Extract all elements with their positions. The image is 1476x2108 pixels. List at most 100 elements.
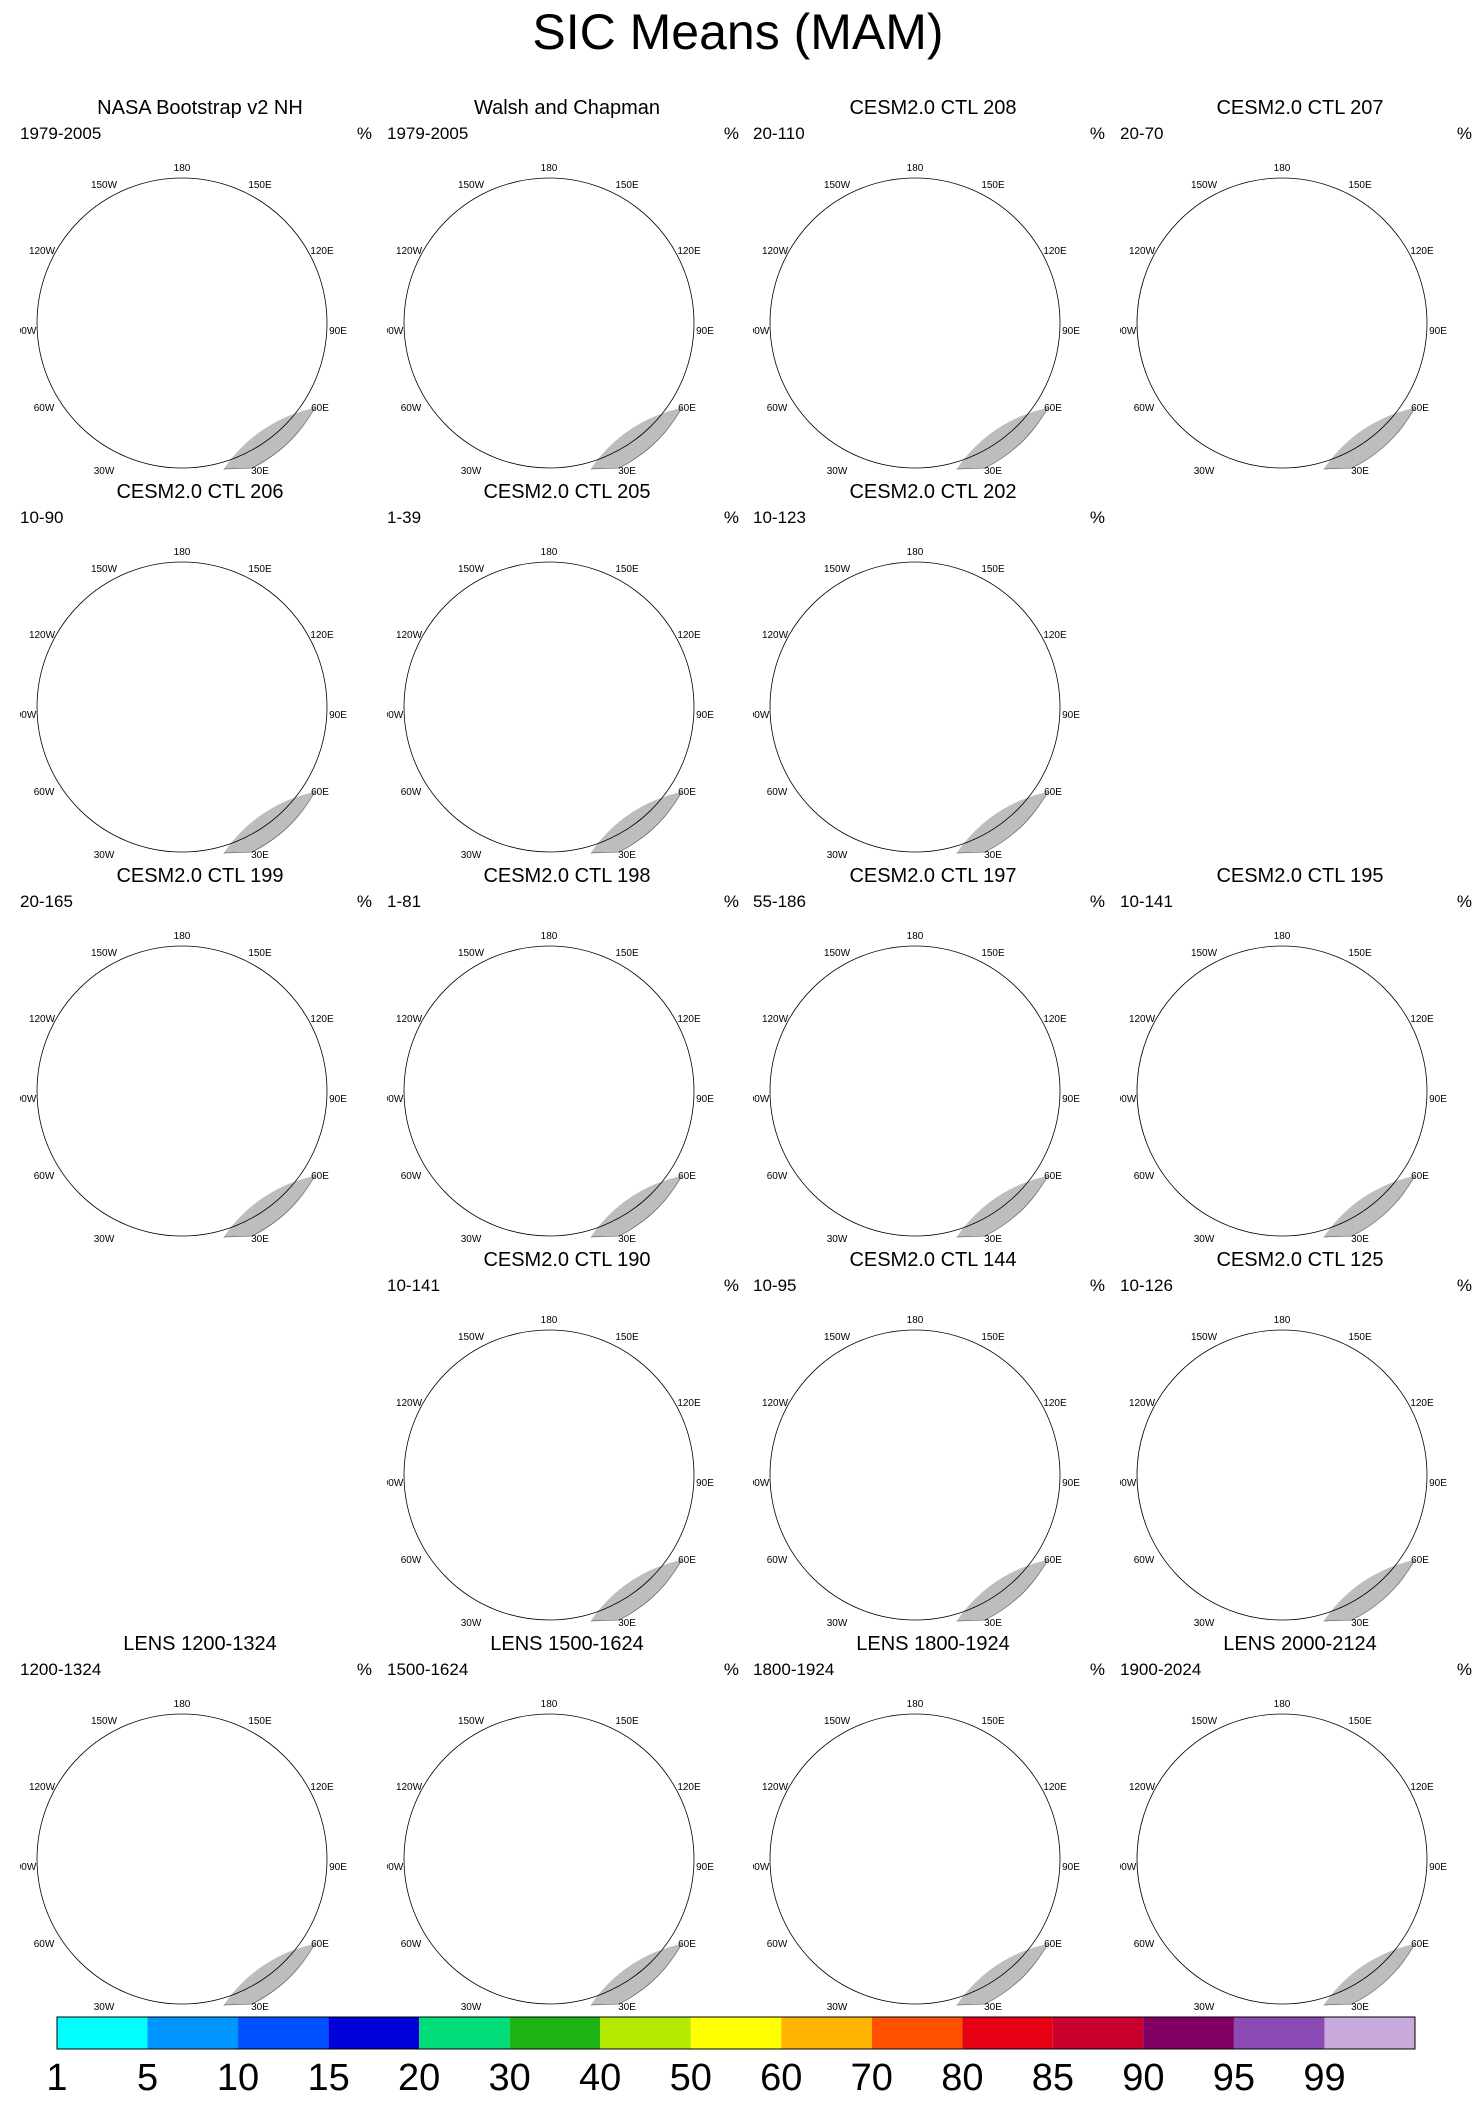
lon-label-120E: 120E bbox=[1410, 1014, 1434, 1025]
okhotsk-ice-band bbox=[609, 229, 644, 247]
lon-label-180: 180 bbox=[174, 931, 191, 942]
lon-label-180: 180 bbox=[907, 547, 924, 558]
panel-unit: % bbox=[1089, 892, 1105, 911]
panel-period: 1979-2005 bbox=[387, 124, 469, 143]
ice-edge-band bbox=[157, 1127, 240, 1145]
pacific-ice-band bbox=[1242, 1373, 1307, 1387]
okhotsk-ice-band bbox=[609, 1769, 644, 1787]
pacific-ice-band bbox=[509, 609, 574, 623]
lon-label-90E: 90E bbox=[1062, 1094, 1080, 1105]
panel-unit: % bbox=[723, 1660, 739, 1679]
lon-label-150E: 150E bbox=[248, 1716, 272, 1727]
lon-label-90W: 90W bbox=[387, 1094, 404, 1105]
pacific-ice-band bbox=[875, 221, 940, 235]
ice-edge-band bbox=[1257, 1895, 1340, 1913]
panel-title: LENS 1500-1624 bbox=[490, 1633, 644, 1655]
lon-label-150E: 150E bbox=[981, 1716, 1005, 1727]
lon-label-30W: 30W bbox=[827, 466, 848, 476]
lon-label-30E: 30E bbox=[984, 2002, 1002, 2012]
lon-label-90W: 90W bbox=[20, 710, 37, 721]
panel-unit: % bbox=[1456, 892, 1472, 911]
colorbar-tick-label: 95 bbox=[1212, 2057, 1256, 2099]
colorbar-frame bbox=[56, 2016, 1416, 2050]
sea-ice-pack bbox=[1196, 983, 1359, 1124]
sea-ice-pack bbox=[829, 599, 992, 740]
land-greenland bbox=[566, 1173, 576, 1210]
polar-map-svg: 180150W150E120W120E90W90E60W60E30W30E0 bbox=[753, 1699, 1080, 2012]
land-greenland bbox=[932, 789, 942, 826]
ice-edge-band bbox=[434, 351, 509, 368]
ice-edge-band bbox=[1257, 1516, 1340, 1534]
land-eurasia bbox=[199, 789, 328, 856]
panel-period: 10-126 bbox=[1120, 1276, 1173, 1295]
map-border bbox=[769, 1713, 1061, 2005]
ice-edge-band bbox=[1167, 1503, 1242, 1520]
colorbar-segment bbox=[328, 2017, 420, 2049]
map-panel: CESM2.0 CTL 202 10-123 % 180 150W 150E 120W… bbox=[753, 480, 1113, 860]
panel-unit: % bbox=[1456, 124, 1472, 143]
lon-label-90W: 90W bbox=[753, 1094, 770, 1105]
okhotsk-ice-band bbox=[1342, 1765, 1377, 1783]
pacific-ice-band bbox=[1242, 1757, 1307, 1771]
ice-edge-band bbox=[1257, 1127, 1340, 1145]
panel-period: 10-95 bbox=[753, 1276, 797, 1295]
map-panel: Walsh and Chapman 1979-2005 % 180 150W 150… bbox=[387, 96, 747, 476]
lon-label-120W: 120W bbox=[762, 246, 789, 257]
ice-edge-band bbox=[524, 1900, 607, 1918]
lon-label-150W: 150W bbox=[458, 564, 485, 575]
lon-label-150E: 150E bbox=[248, 948, 272, 959]
okhotsk-ice-band bbox=[242, 993, 277, 1011]
okhotsk-ice-band bbox=[242, 605, 277, 623]
lon-label-90E: 90E bbox=[1062, 1478, 1080, 1489]
ice-edge-band bbox=[800, 351, 875, 368]
lon-label-120E: 120E bbox=[1043, 630, 1067, 641]
panel-title: CESM2.0 CTL 199 bbox=[116, 865, 284, 887]
sea-ice-pack bbox=[463, 599, 626, 740]
land-archipelago bbox=[1187, 1829, 1262, 1899]
okhotsk-ice-band bbox=[1342, 1753, 1377, 1771]
ice-edge-band bbox=[524, 369, 607, 387]
lon-label-120E: 120E bbox=[1043, 246, 1067, 257]
lon-label-30W: 30W bbox=[461, 850, 482, 860]
lon-label-60W: 60W bbox=[34, 403, 55, 414]
okhotsk-ice-band bbox=[242, 601, 277, 619]
lon-label-30E: 30E bbox=[618, 1234, 636, 1244]
lon-label-90W: 90W bbox=[753, 1862, 770, 1873]
lon-label-60W: 60W bbox=[34, 1171, 55, 1182]
land-greenland bbox=[566, 1941, 576, 1978]
lon-label-60W: 60W bbox=[34, 787, 55, 798]
polar-map-svg: 180150W150E120W120E90W90E60W60E30W30E0 bbox=[387, 931, 714, 1244]
lon-label-150W: 150W bbox=[824, 180, 851, 191]
panel-unit: % bbox=[356, 1660, 372, 1679]
ice-edge-band bbox=[890, 738, 973, 756]
ice-edge-band bbox=[434, 1892, 509, 1909]
lon-label-90W: 90W bbox=[753, 326, 770, 337]
lon-label-30W: 30W bbox=[827, 1234, 848, 1244]
pacific-ice-band bbox=[142, 221, 207, 235]
lon-label-60W: 60W bbox=[34, 1939, 55, 1950]
lon-label-120W: 120W bbox=[396, 1782, 423, 1793]
land-eurasia bbox=[932, 1173, 1061, 1240]
lon-label-180: 180 bbox=[1274, 1315, 1291, 1326]
sea-ice-core-patch bbox=[1280, 1430, 1311, 1459]
lon-label-150E: 150E bbox=[248, 564, 272, 575]
pacific-ice-band bbox=[509, 989, 574, 1003]
okhotsk-ice-band bbox=[242, 1765, 277, 1783]
pacific-ice-band bbox=[142, 1001, 207, 1015]
ice-edge-band bbox=[1257, 1900, 1340, 1918]
pacific-ice-band bbox=[142, 605, 207, 619]
pacific-ice-band bbox=[1242, 997, 1307, 1011]
ice-edge-band bbox=[157, 1895, 240, 1913]
lon-label-150E: 150E bbox=[615, 180, 639, 191]
ice-edge-band bbox=[1257, 1132, 1340, 1150]
sea-ice-core bbox=[508, 251, 584, 322]
ice-edge-band bbox=[800, 1503, 875, 1520]
pacific-ice-band bbox=[1242, 993, 1307, 1007]
lon-label-120W: 120W bbox=[29, 630, 56, 641]
lon-label-120E: 120E bbox=[677, 1398, 701, 1409]
lon-label-180: 180 bbox=[907, 1699, 924, 1710]
ice-edge-band bbox=[67, 1892, 142, 1909]
lon-label-90E: 90E bbox=[1429, 1862, 1447, 1873]
pacific-ice-band bbox=[875, 1385, 940, 1399]
lon-label-60E: 60E bbox=[311, 1939, 329, 1950]
